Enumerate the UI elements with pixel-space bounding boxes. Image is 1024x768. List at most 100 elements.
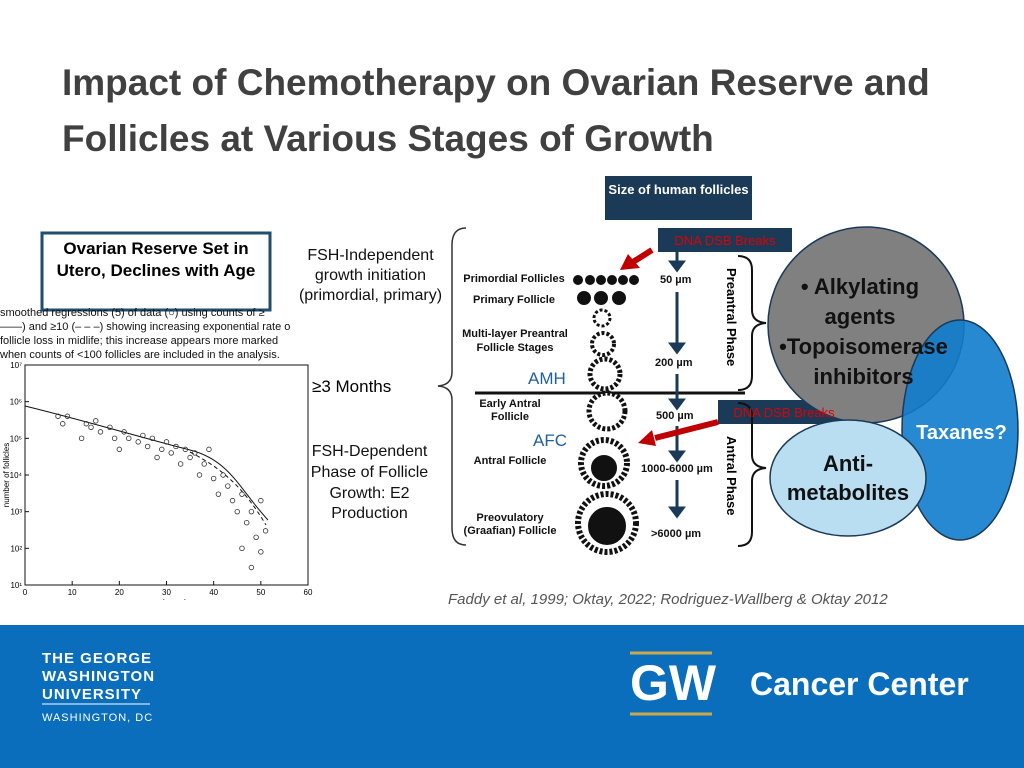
stage-label: Antral Follicle: [473, 455, 547, 467]
center-name: Cancer Center: [750, 666, 969, 702]
venn-label: •Topoisomerase inhibitors: [779, 334, 948, 389]
inset-chart: 0 10 20 30 40 50 60 10¹ 10² 10³ 10⁴ 10⁵ 10⁶ 10⁷ age (y…: [2, 361, 313, 600]
data-point: [177, 461, 184, 467]
data-point: [239, 545, 245, 552]
caption-line: when counts of <100 follicles are includ…: [0, 349, 280, 361]
data-point: [182, 446, 189, 453]
size-value: 500 µm: [656, 410, 694, 422]
size-value: 1000-6000 µm: [641, 463, 713, 475]
data-point: [88, 424, 94, 430]
data-point: [243, 520, 250, 526]
data-point: [144, 443, 151, 450]
data-point: [154, 454, 160, 461]
size-value: 200 µm: [655, 357, 693, 369]
data-point: [135, 439, 141, 445]
fsh-dependent: FSH-Dependent Phase of Follicle Growth: …: [310, 443, 429, 523]
data-point: [78, 435, 85, 442]
y-tick-label: 10²: [10, 544, 22, 553]
dna-label: DNA DSB Breaks: [674, 233, 776, 248]
data-point: [220, 472, 226, 478]
caption-line: follicle loss in midlife; this increase …: [0, 335, 279, 347]
x-tick-label: 0: [23, 588, 28, 597]
data-point: [126, 435, 132, 442]
data-point: [93, 418, 99, 424]
venn-label: Anti-metabolites: [786, 451, 910, 505]
x-tick-label: 60: [304, 588, 313, 597]
data-point: [225, 483, 231, 489]
data-point: [60, 421, 66, 427]
y-tick-label: 10¹: [10, 581, 22, 590]
y-tick-label: 10⁷: [10, 361, 22, 370]
data-point: [121, 429, 127, 435]
plot-frame: [24, 364, 309, 586]
marker-label: AFC: [533, 431, 567, 450]
data-point: [97, 429, 104, 435]
data-point: [187, 454, 193, 461]
phase-label: Antral Phase: [724, 436, 739, 516]
data-point: [248, 564, 255, 571]
x-tick-label: 10: [68, 588, 77, 597]
follicles: [573, 275, 639, 555]
bracket: [737, 402, 767, 547]
title: Impact of Chemotherapy on Ovarian Reserv…: [62, 62, 930, 159]
x-tick-label: 50: [256, 588, 265, 597]
data-point: [149, 435, 156, 442]
data-point: [258, 497, 264, 504]
stage-label: Multi-layer Preantral Follicle Stages: [462, 328, 568, 354]
y-axis-label: number of follicles: [2, 443, 11, 507]
data-point: [201, 461, 207, 467]
size-box: [605, 176, 752, 220]
university: THE GEORGE WASHINGTON UNIVERSITY: [42, 650, 155, 704]
data-point: [196, 472, 203, 478]
fit-curve: [24, 405, 269, 521]
stage-label: Preovulatory (Graafian) Follicle: [463, 512, 557, 537]
data-point: [239, 491, 245, 497]
venn-label: Taxanes?: [916, 422, 1007, 444]
data-point: [258, 549, 264, 555]
venn-label: • Alkylating agents: [800, 274, 920, 329]
size-value: >6000 µm: [651, 528, 702, 540]
data-point: [234, 508, 240, 515]
size-label: Size of human follicles: [608, 182, 749, 197]
data-point: [173, 443, 179, 450]
red-arrows: [620, 247, 719, 446]
reserve-text: Ovarian Reserve Set in Utero, Declines w…: [56, 239, 256, 281]
y-tick-label: 10³: [10, 508, 22, 517]
fit-curve: [189, 451, 267, 526]
data-point: [159, 446, 165, 453]
data-point: [215, 491, 222, 497]
dna-box: [658, 228, 792, 252]
data-point: [168, 450, 174, 456]
marker-label: AMH: [528, 369, 566, 388]
stage-label: Primordial Follicles: [463, 273, 565, 285]
caption-line: ——) and ≥10 (– – –) showing increasing e…: [0, 321, 291, 333]
x-axis-label: age (years): [146, 598, 187, 600]
data-point: [64, 413, 71, 419]
phase-label: Preantral Phase: [724, 268, 739, 367]
size-arrows: [668, 252, 686, 519]
y-tick-label: 10⁵: [10, 434, 22, 443]
data-point: [111, 435, 118, 442]
fsh-independent: FSH-Independent growth initiation (primo…: [298, 247, 443, 304]
data-point: [253, 534, 259, 540]
data-point: [262, 528, 269, 534]
data-point: [107, 424, 113, 430]
y-tick-label: 10⁶: [10, 398, 22, 407]
brace: [437, 227, 467, 546]
university-line: THE GEORGE: [42, 650, 153, 667]
university-line: WASHINGTON: [42, 668, 156, 685]
x-tick-label: 40: [209, 588, 218, 597]
data-point: [248, 508, 255, 515]
months: ≥3 Months: [312, 377, 392, 396]
caption-line: smoothed regressions (5) of data (○) usi…: [0, 307, 265, 319]
data-point: [83, 421, 90, 427]
x-tick-label: 20: [115, 588, 124, 597]
logo: GW: [630, 655, 717, 711]
x-tick-label: 30: [162, 588, 171, 597]
stage-label: Primary Follicle: [473, 294, 555, 306]
venn-taxanes: [901, 319, 1019, 541]
citation: Faddy et al, 1999; Oktay, 2022; Rodrigue…: [448, 591, 888, 608]
dna-label: DNA DSB Breaks: [733, 405, 835, 420]
